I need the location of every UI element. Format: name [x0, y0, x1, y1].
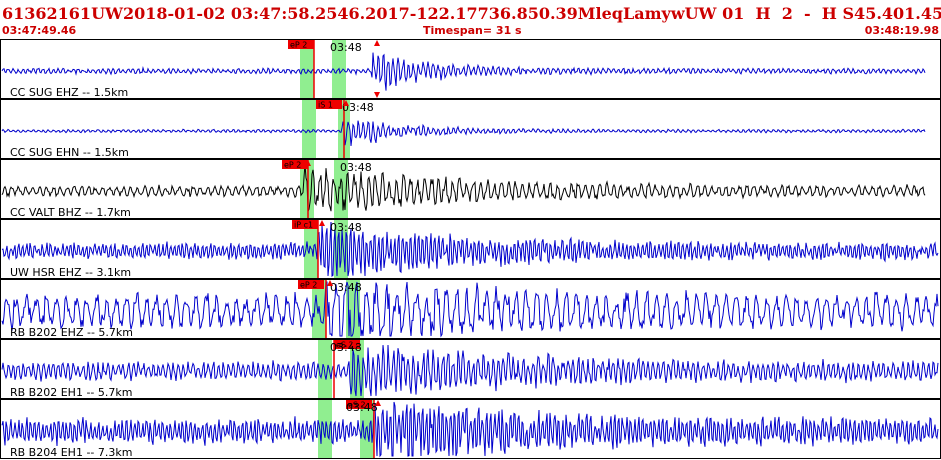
- phase-pick-label[interactable]: eP 2: [282, 160, 308, 170]
- quality-text: UW 01 H 2 - H S4: [684, 3, 866, 23]
- latitude-text: 46.2017: [337, 3, 410, 23]
- pick-window-band: [302, 100, 316, 158]
- trace-panel[interactable]: iP c1 03:48 UW HSR EHZ -- 3.1km: [0, 219, 941, 280]
- panel-frame: [0, 159, 941, 219]
- phase-pick-label[interactable]: eP 2: [288, 40, 314, 50]
- station-label: UW HSR EHZ -- 3.1km: [10, 266, 131, 279]
- amplitude-marker-icon: [305, 160, 311, 166]
- amplitude-marker-icon: [343, 100, 349, 106]
- panel-frame: [0, 279, 941, 339]
- station-label: RB B202 EHZ -- 5.7km: [10, 326, 133, 339]
- time-tick-label: 03:48: [330, 341, 362, 354]
- trace-panel[interactable]: eS 203:48 RB B204 EH1 -- 7.3km: [0, 399, 941, 460]
- event-header: 61362161 UW 2018-01-02 03:47:58.25 46.20…: [0, 0, 941, 38]
- panel-frame: [0, 39, 941, 99]
- waveform-panels[interactable]: eP 2 03:48 CC SUG EHZ -- 1.5km iS 1 03:48 CC …: [0, 39, 941, 460]
- value1-text: 5.40: [865, 3, 905, 23]
- start-time-text: 03:47:49.46: [2, 24, 77, 37]
- trace-panel[interactable]: eP 2 03:48 RB B202 EHZ -- 5.7km: [0, 279, 941, 340]
- time-tick-label: 03:48: [330, 221, 362, 234]
- mag-type-text: Ml: [577, 3, 602, 23]
- timespan-text: Timespan= 31 s: [423, 24, 522, 37]
- phase-pick-label[interactable]: eS 2: [334, 340, 360, 350]
- event-type-text: eq: [601, 3, 623, 23]
- station-label: RB B204 EH1 -- 7.3km: [10, 446, 132, 459]
- amplitude-marker-icon: [375, 400, 381, 406]
- time-tick-label: 03:48: [342, 101, 374, 114]
- pick-label-text: eP 2: [290, 41, 307, 50]
- amplitude-marker-icon: [374, 92, 380, 98]
- seismic-trace: [1, 221, 939, 278]
- waveform-canvas[interactable]: eP 2 03:48 CC SUG EHZ -- 1.5km iS 1 03:48 CC …: [0, 39, 941, 460]
- seismic-trace: [1, 401, 939, 458]
- seismic-trace: [1, 281, 939, 338]
- datetime-text: 2018-01-02 03:47:58.25: [122, 3, 338, 23]
- seismic-trace: [1, 164, 926, 212]
- pick-label-text: eS 2: [348, 401, 366, 410]
- phase-pick-label[interactable]: iS 1: [316, 100, 342, 110]
- status-text: L: [622, 3, 635, 23]
- pick-label-text: iS 1: [318, 101, 333, 110]
- longitude-text: -122.1773: [409, 3, 500, 23]
- amplitude-marker-icon: [319, 220, 325, 226]
- pick-window-band: [318, 340, 332, 398]
- station-label: CC VALT BHZ -- 1.7km: [10, 206, 131, 219]
- trace-panel[interactable]: iS 1 03:48 CC SUG EHN -- 1.5km: [0, 99, 941, 160]
- author-text: amyw: [634, 3, 685, 23]
- trace-panel[interactable]: eP 2 03:48 CC VALT BHZ -- 1.7km: [0, 159, 941, 220]
- value2-text: 1.45: [904, 3, 941, 23]
- phase-pick-label[interactable]: iP c1: [292, 220, 318, 230]
- event-summary-line: 61362161 UW 2018-01-02 03:47:58.25 46.20…: [2, 2, 941, 24]
- time-tick-label: 03:48: [346, 401, 378, 414]
- time-tick-label: 03:48: [330, 281, 362, 294]
- network-text: UW: [91, 3, 123, 23]
- seismic-trace: [1, 52, 926, 91]
- time-tick-label: 03:48: [330, 41, 362, 54]
- depth-text: 6.85: [499, 3, 539, 23]
- amplitude-marker-icon: [327, 280, 333, 286]
- trace-panel[interactable]: eS 203:48 RB B202 EH1 -- 5.7km: [0, 339, 941, 400]
- end-time-text: 03:48:19.98: [864, 24, 939, 37]
- event-id-text: 61362161: [2, 3, 92, 23]
- station-label: CC SUG EHN -- 1.5km: [10, 146, 129, 159]
- panel-frame: [0, 399, 941, 459]
- phase-pick-label[interactable]: eP 2: [298, 280, 324, 290]
- pick-label-text: eP 2: [300, 281, 317, 290]
- pick-label-text: eP 2: [284, 161, 301, 170]
- time-tick-label: 03:48: [340, 161, 372, 174]
- trace-panel[interactable]: eP 2 03:48 CC SUG EHZ -- 1.5km: [0, 39, 941, 100]
- panel-frame: [0, 99, 941, 159]
- pick-label-text: eS 2: [336, 341, 354, 350]
- seismic-trace: [1, 120, 926, 147]
- pick-label-text: iP c1: [294, 221, 313, 230]
- magnitude-text: 0.39: [538, 3, 578, 23]
- station-label: RB B202 EH1 -- 5.7km: [10, 386, 132, 399]
- amplitude-marker-icon: [351, 340, 357, 346]
- phase-pick-label[interactable]: eS 2: [346, 400, 372, 410]
- station-label: CC SUG EHZ -- 1.5km: [10, 86, 128, 99]
- pick-window-band: [300, 40, 314, 98]
- amplitude-marker-icon: [374, 40, 380, 46]
- seismic-trace: [1, 344, 939, 397]
